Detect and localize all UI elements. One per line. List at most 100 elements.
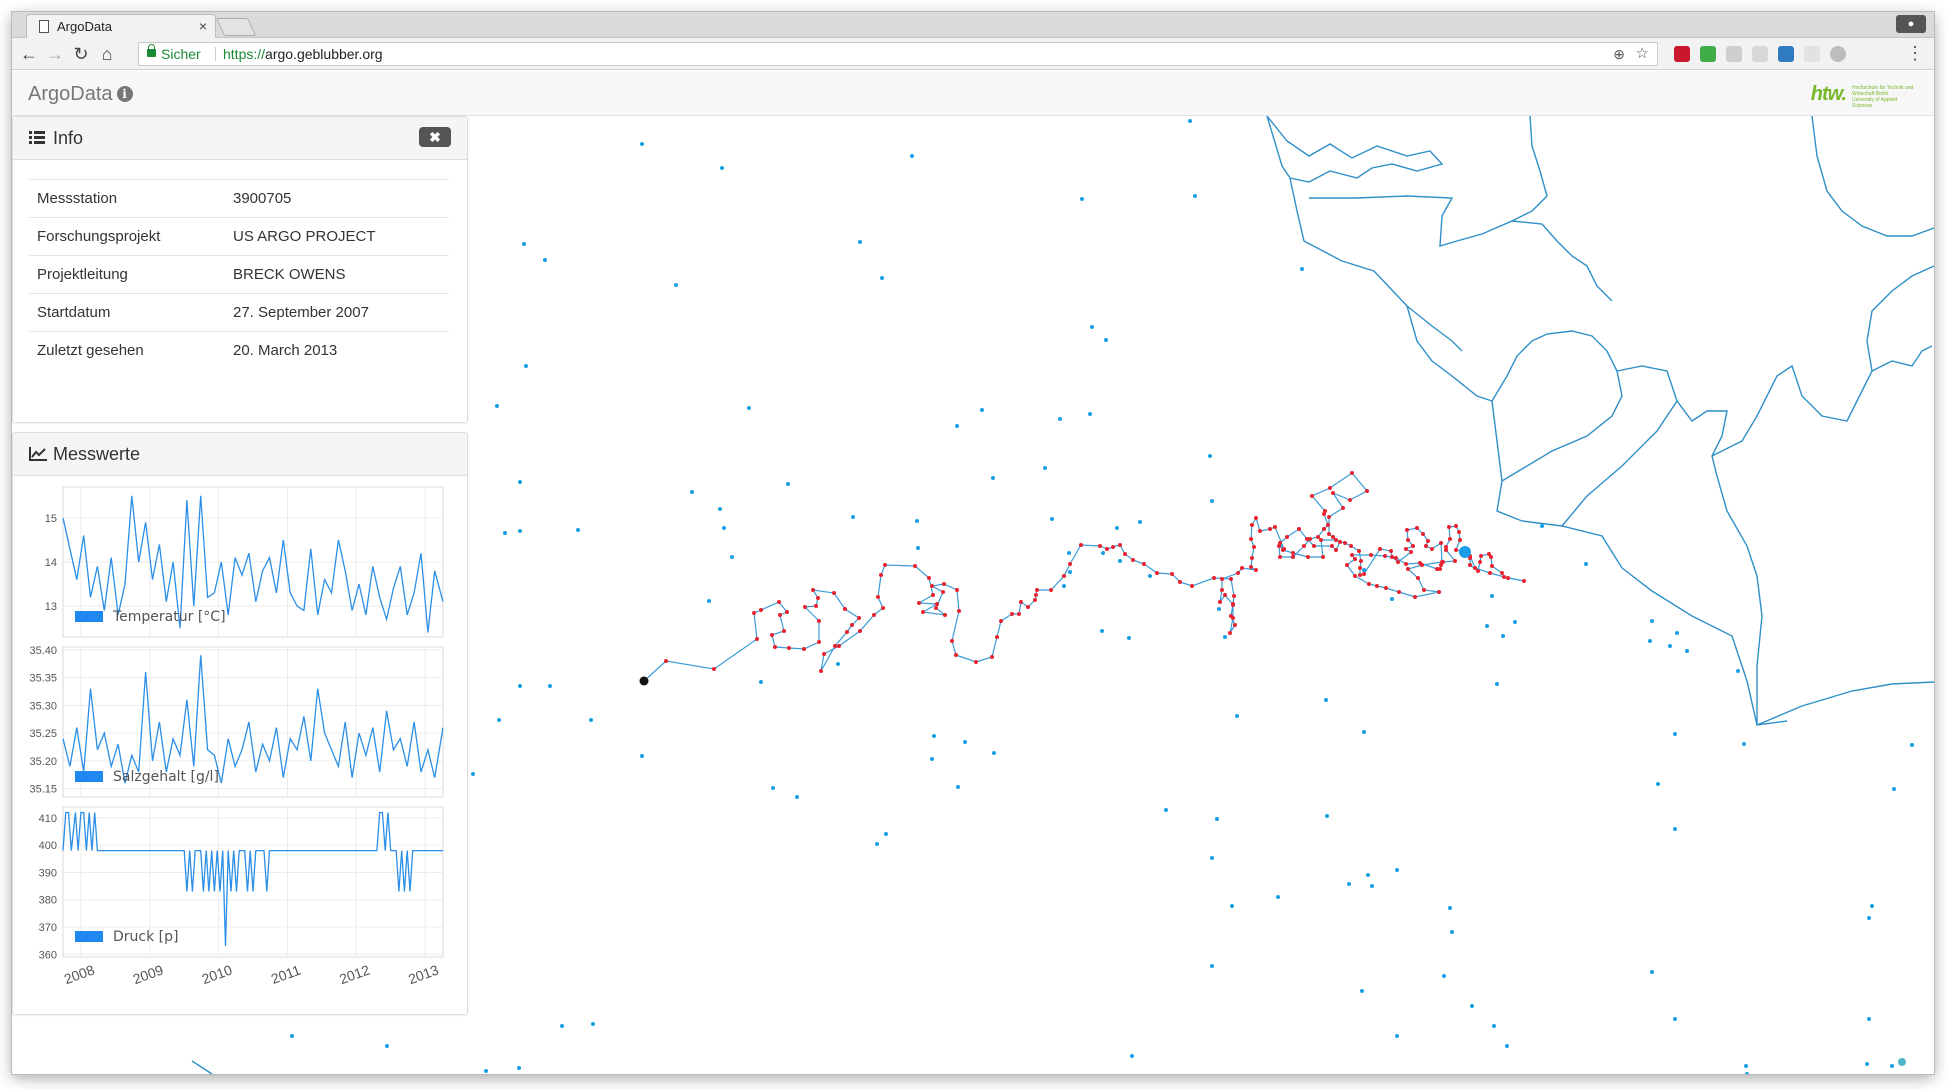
track-point[interactable] — [1306, 555, 1310, 559]
float-marker[interactable] — [1058, 417, 1062, 421]
track-point[interactable] — [1142, 562, 1146, 566]
float-marker[interactable] — [707, 599, 711, 603]
current-position-marker[interactable] — [1459, 546, 1471, 558]
track-point[interactable] — [1396, 560, 1400, 564]
float-marker[interactable] — [1390, 597, 1394, 601]
float-marker[interactable] — [518, 480, 522, 484]
track-point[interactable] — [1249, 565, 1253, 569]
float-marker[interactable] — [1223, 635, 1227, 639]
track-point[interactable] — [957, 609, 961, 613]
track-point[interactable] — [1220, 588, 1224, 592]
track-point[interactable] — [1098, 544, 1102, 548]
track-point[interactable] — [1447, 525, 1451, 529]
track-point[interactable] — [1017, 612, 1021, 616]
track-point[interactable] — [1231, 603, 1235, 607]
float-marker[interactable] — [589, 718, 593, 722]
track-point[interactable] — [1231, 616, 1235, 620]
float-marker[interactable] — [1210, 856, 1214, 860]
track-point[interactable] — [1473, 566, 1477, 570]
float-marker[interactable] — [522, 242, 526, 246]
track-start-marker[interactable] — [639, 676, 649, 686]
track-point[interactable] — [1522, 579, 1526, 583]
float-marker[interactable] — [836, 662, 840, 666]
track-point[interactable] — [1453, 559, 1457, 563]
float-marker[interactable] — [1656, 782, 1660, 786]
float-marker[interactable] — [1736, 669, 1740, 673]
track-point[interactable] — [1454, 548, 1458, 552]
track-point[interactable] — [1278, 555, 1282, 559]
float-marker[interactable] — [963, 740, 967, 744]
track-point[interactable] — [1389, 549, 1393, 553]
float-marker[interactable] — [1050, 517, 1054, 521]
track-point[interactable] — [1190, 584, 1194, 588]
float-marker[interactable] — [932, 734, 936, 738]
track-point[interactable] — [1406, 538, 1410, 542]
float-marker[interactable] — [980, 408, 984, 412]
float-marker[interactable] — [955, 424, 959, 428]
track-point[interactable] — [857, 616, 861, 620]
track-point[interactable] — [1353, 574, 1357, 578]
track-point[interactable] — [1506, 576, 1510, 580]
float-marker[interactable] — [1130, 1054, 1134, 1058]
track-point[interactable] — [1331, 491, 1335, 495]
track-point[interactable] — [1365, 489, 1369, 493]
float-marker[interactable] — [1100, 629, 1104, 633]
track-point[interactable] — [1411, 544, 1415, 548]
track-point[interactable] — [1448, 537, 1452, 541]
track-point[interactable] — [999, 619, 1003, 623]
track-point[interactable] — [930, 584, 934, 588]
track-point[interactable] — [934, 606, 938, 610]
track-point[interactable] — [833, 644, 837, 648]
track-point[interactable] — [1019, 600, 1023, 604]
float-marker[interactable] — [495, 404, 499, 408]
float-marker[interactable] — [690, 490, 694, 494]
track-point[interactable] — [1118, 543, 1122, 547]
map-attribution-icon[interactable] — [1898, 1058, 1906, 1066]
float-marker[interactable] — [1104, 338, 1108, 342]
track-point[interactable] — [1310, 494, 1314, 498]
float-marker[interactable] — [991, 476, 995, 480]
forward-icon[interactable]: → — [46, 44, 64, 64]
track-point[interactable] — [1375, 584, 1379, 588]
float-marker[interactable] — [591, 1022, 595, 1026]
track-point[interactable] — [1323, 509, 1327, 513]
track-point[interactable] — [1383, 554, 1387, 558]
track-point[interactable] — [1479, 554, 1483, 558]
home-icon[interactable]: ⌂ — [101, 44, 113, 64]
track-point[interactable] — [1422, 588, 1426, 592]
track-point[interactable] — [1345, 563, 1349, 567]
track-point[interactable] — [1319, 538, 1323, 542]
track-point[interactable] — [817, 619, 821, 623]
float-marker[interactable] — [1450, 930, 1454, 934]
track-point[interactable] — [881, 606, 885, 610]
track-point[interactable] — [832, 591, 836, 595]
track-point[interactable] — [1297, 527, 1301, 531]
track-point[interactable] — [1035, 588, 1039, 592]
float-marker[interactable] — [1495, 682, 1499, 686]
track-point[interactable] — [1291, 555, 1295, 559]
track-point[interactable] — [1439, 541, 1443, 545]
track-point[interactable] — [974, 660, 978, 664]
track-point[interactable] — [1358, 573, 1362, 577]
map[interactable] — [12, 116, 1934, 1074]
float-marker[interactable] — [786, 482, 790, 486]
track-point[interactable] — [837, 644, 841, 648]
track-point[interactable] — [803, 605, 807, 609]
float-marker[interactable] — [1513, 620, 1517, 624]
track-point[interactable] — [1424, 544, 1428, 548]
track-point[interactable] — [1406, 567, 1410, 571]
reload-icon[interactable]: ↻ — [73, 44, 89, 64]
float-marker[interactable] — [1080, 197, 1084, 201]
float-marker[interactable] — [1685, 649, 1689, 653]
track-point[interactable] — [1228, 631, 1232, 635]
track-point[interactable] — [941, 590, 945, 594]
float-marker[interactable] — [915, 519, 919, 523]
track-point[interactable] — [935, 602, 939, 606]
track-point[interactable] — [1378, 547, 1382, 551]
float-marker[interactable] — [992, 751, 996, 755]
track-point[interactable] — [1240, 566, 1244, 570]
track-point[interactable] — [1488, 571, 1492, 575]
track-point[interactable] — [1367, 582, 1371, 586]
track-point[interactable] — [1034, 593, 1038, 597]
track-point[interactable] — [1105, 547, 1109, 551]
